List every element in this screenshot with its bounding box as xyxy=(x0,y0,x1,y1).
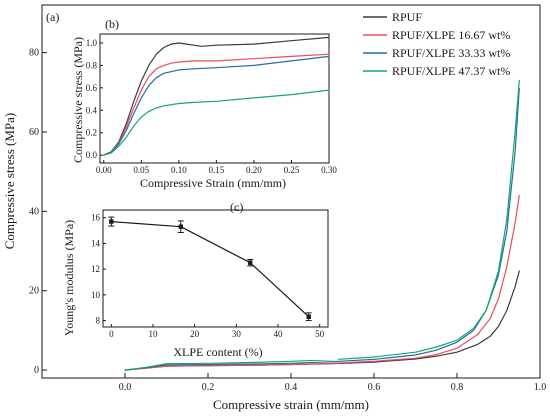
inset-c-curves xyxy=(108,216,312,322)
inset-c-panel-label: (c) xyxy=(230,200,243,214)
inset-b-y-tick-label: 0.4 xyxy=(86,105,98,115)
legend-label-rpuf: RPUF xyxy=(392,10,422,24)
main-x-tick-label: 0.8 xyxy=(451,382,464,393)
inset-c-y-axis-label: Young's modulus (MPa) xyxy=(62,220,76,336)
inset-c-background xyxy=(60,195,338,360)
main-y-tick-label: 20 xyxy=(29,286,39,297)
inset-b-x-tick-label: 0.30 xyxy=(321,165,337,175)
main-series-line-1 xyxy=(124,194,520,371)
main-y-tick-label: 60 xyxy=(29,127,39,138)
inset-c-x-tick-label: 30 xyxy=(232,329,242,339)
legend: RPUF RPUF/XLPE 16.67 wt% RPUF/XLPE 33.33… xyxy=(363,10,510,78)
main-panel-label: (a) xyxy=(46,10,59,24)
inset-c-ticks: 0 10 20 30 40 50 8 10 12 14 16 xyxy=(91,213,325,339)
inset-b-panel-label: (b) xyxy=(105,17,119,31)
inset-c-x-tick-label: 10 xyxy=(149,329,159,339)
inset-c-data-point xyxy=(306,314,311,319)
inset-c-data-point xyxy=(178,224,183,229)
inset-b-x-tick-label: 0.15 xyxy=(209,165,225,175)
inset-c-frame xyxy=(102,209,329,328)
inset-c-y-tick-label: 12 xyxy=(91,264,100,274)
main-y-tick-label: 40 xyxy=(29,206,39,217)
inset-c-x-tick-label: 50 xyxy=(315,329,325,339)
inset-b-y-axis-label: Compressive stress (MPa) xyxy=(71,37,85,163)
main-x-tick-label: 0.0 xyxy=(119,382,132,393)
inset-b-y-tick-label: 1.0 xyxy=(86,38,98,48)
inset-b-x-tick-label: 0.25 xyxy=(284,165,300,175)
inset-b-x-axis-label: Compressive Strain (mm/mm) xyxy=(140,176,286,190)
main-x-tick-label: 1.0 xyxy=(534,382,547,393)
inset-c-data-point xyxy=(248,260,253,265)
inset-b-x-tick-label: 0.10 xyxy=(171,165,187,175)
inset-c-y-tick-label: 16 xyxy=(91,213,101,223)
inset-b-y-tick-label: 0.0 xyxy=(86,150,98,160)
inset-c-x-tick-label: 0 xyxy=(109,329,114,339)
inset-b-y-tick-label: 0.6 xyxy=(86,83,98,93)
inset-b-y-tick-label: 0.2 xyxy=(86,128,97,138)
inset-b-background xyxy=(68,7,338,193)
main-y-tick-label: 80 xyxy=(29,48,39,59)
inset-b-x-tick-label: 0.00 xyxy=(96,165,112,175)
main-x-axis-label: Compressive strain (mm/mm) xyxy=(213,397,369,412)
main-y-axis-label: Compressive stress (MPa) xyxy=(2,113,17,250)
main-curves xyxy=(124,79,520,371)
inset-b-x-tick-label: 0.20 xyxy=(246,165,262,175)
main-x-tick-label: 0.2 xyxy=(202,382,215,393)
inset-c-data-point xyxy=(109,219,114,224)
legend-label-xlpe-16: RPUF/XLPE 16.67 wt% xyxy=(392,28,510,42)
inset-c-x-axis-label: XLPE content (%) xyxy=(173,345,262,359)
inset-b-series-line-0 xyxy=(103,36,330,156)
main-series-line-2 xyxy=(124,87,520,371)
inset-c-y-tick-label: 10 xyxy=(91,290,101,300)
inset-b: 0.00 0.05 0.10 0.15 0.20 0.25 0.30 0.0 0.2 0.4 0.6… xyxy=(68,7,338,193)
inset-b-curves xyxy=(103,36,330,156)
inset-c-y-tick-label: 14 xyxy=(91,238,101,248)
inset-b-series-line-3 xyxy=(103,89,330,156)
main-x-tick-label: 0.6 xyxy=(368,382,381,393)
legend-label-xlpe-33: RPUF/XLPE 33.33 wt% xyxy=(392,46,510,60)
inset-c-x-tick-label: 20 xyxy=(190,329,200,339)
inset-b-x-tick-label: 0.05 xyxy=(133,165,149,175)
main-series-line-3 xyxy=(124,79,520,371)
inset-c-series-line xyxy=(110,221,310,318)
inset-c-x-tick-label: 40 xyxy=(274,329,284,339)
inset-b-series-line-1 xyxy=(103,53,330,156)
inset-b-y-tick-label: 0.8 xyxy=(86,60,98,70)
main-x-tick-label: 0.4 xyxy=(285,382,298,393)
inset-b-series-line-2 xyxy=(103,55,330,156)
inset-c-y-tick-label: 8 xyxy=(96,316,101,326)
main-y-tick-label: 0 xyxy=(34,365,39,376)
inset-c: 0 10 20 30 40 50 8 10 12 14 16 (c) XLPE content (%… xyxy=(60,195,338,360)
inset-b-ticks: 0.00 0.05 0.10 0.15 0.20 0.25 0.30 0.0 0.2 0.4 0.6… xyxy=(86,38,338,175)
legend-label-xlpe-47: RPUF/XLPE 47.37 wt% xyxy=(392,64,510,78)
inset-b-frame xyxy=(99,33,330,164)
